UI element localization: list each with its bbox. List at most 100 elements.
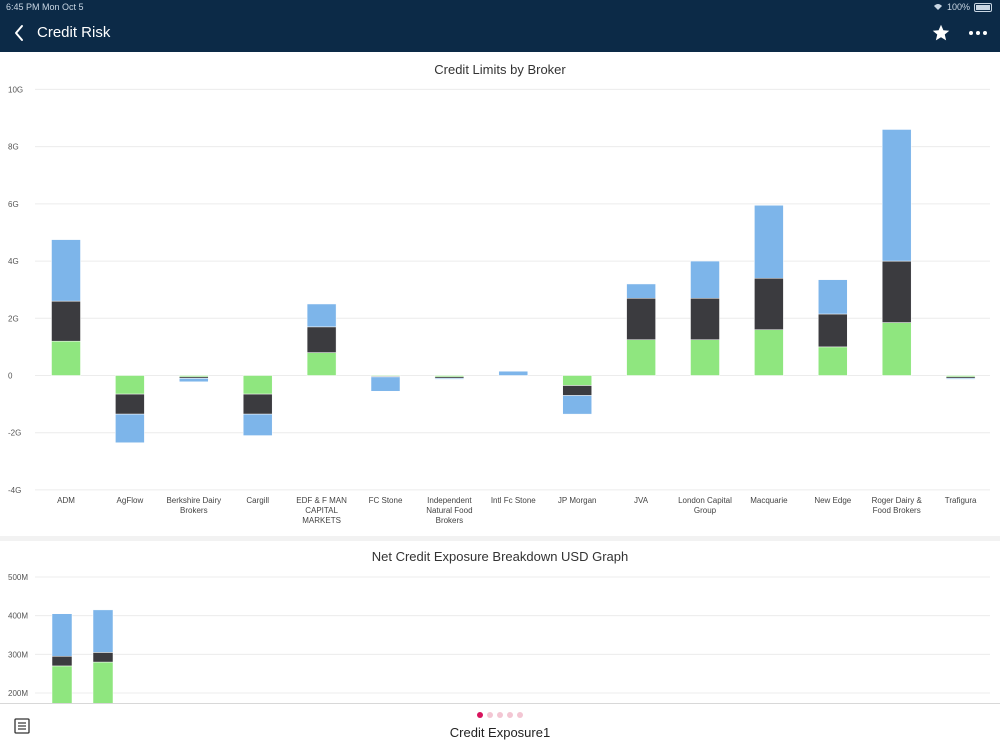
x-tick-label: AgFlow <box>117 496 144 505</box>
x-tick-label: ADM <box>57 496 75 505</box>
x-tick-label: Berkshire Dairy <box>166 496 221 505</box>
page-dot[interactable] <box>487 712 493 718</box>
x-tick-label: Group <box>694 506 717 515</box>
list-button[interactable] <box>14 718 30 734</box>
status-right: 100% <box>933 2 992 12</box>
page-dot[interactable] <box>517 712 523 718</box>
x-tick-label: CAPITAL <box>305 506 338 515</box>
bar-segment[interactable] <box>51 656 73 667</box>
bar-segment[interactable] <box>626 283 656 299</box>
bar-segment[interactable] <box>690 339 720 376</box>
page-label: Credit Exposure1 <box>449 725 551 740</box>
nav-bar: Credit Risk <box>0 14 1000 52</box>
bar-segment[interactable] <box>51 300 81 342</box>
bar-segment[interactable] <box>306 303 337 328</box>
bar-segment[interactable] <box>51 665 73 703</box>
page-dot[interactable] <box>497 712 503 718</box>
bar-segment[interactable] <box>562 385 592 396</box>
bar-segment[interactable] <box>818 346 848 376</box>
battery-icon <box>974 2 992 12</box>
page-title: Credit Risk <box>37 24 111 41</box>
bar-segment[interactable] <box>92 652 114 663</box>
x-tick-label: Food Brokers <box>873 506 921 515</box>
x-tick-label: Brokers <box>180 506 208 515</box>
bar-segment[interactable] <box>562 375 592 386</box>
y-tick-label: -2G <box>8 429 21 438</box>
x-tick-label: Macquarie <box>750 496 788 505</box>
bar-segment[interactable] <box>242 413 273 436</box>
x-tick-label: EDF & F MAN <box>296 496 347 505</box>
x-tick-label: MARKETS <box>302 516 341 525</box>
bar-segment[interactable] <box>881 129 912 262</box>
credit-limits-card: Credit Limits by Broker 10G 8G 6G 4G 2G 0 -2G -… <box>0 52 1000 536</box>
y-tick-label: 200M <box>8 689 28 698</box>
bar-segment[interactable] <box>690 260 720 299</box>
x-tick-label: Intl Fc Stone <box>491 496 536 505</box>
bar-segment[interactable] <box>818 279 848 315</box>
bar-segment[interactable] <box>242 375 273 395</box>
y-tick-label: 10G <box>8 85 23 94</box>
x-tick-label: New Edge <box>814 496 851 505</box>
bar-segment[interactable] <box>626 298 656 340</box>
bar-segment[interactable] <box>434 378 465 380</box>
status-time: 6:45 PM Mon Oct 5 <box>6 2 84 12</box>
bar-segment[interactable] <box>306 352 337 376</box>
wifi-icon <box>933 4 942 10</box>
y-tick-label: 500M <box>8 573 28 582</box>
bar-segment[interactable] <box>306 326 337 353</box>
x-tick-label: JP Morgan <box>558 496 597 505</box>
x-tick-label: FC Stone <box>369 496 403 505</box>
battery-percent: 100% <box>946 2 970 12</box>
chart1-title: Credit Limits by Broker <box>434 62 566 77</box>
net-exposure-card: Net Credit Exposure Breakdown USD Graph … <box>0 541 1000 703</box>
y-tick-label: 2G <box>8 314 19 323</box>
page-indicator <box>0 712 1000 718</box>
bar-segment[interactable] <box>51 239 81 302</box>
net-exposure-chart: 500M 400M 300M 200M <box>8 573 990 703</box>
x-tick-label: Independent <box>427 496 472 505</box>
y-tick-label: -4G <box>8 486 21 495</box>
page-dot[interactable] <box>507 712 513 718</box>
x-tick-label: Brokers <box>436 516 464 525</box>
bar-segment[interactable] <box>754 329 784 376</box>
bar-segment[interactable] <box>626 339 656 376</box>
bar-segment[interactable] <box>115 375 145 395</box>
bar-segment[interactable] <box>754 277 784 330</box>
y-tick-label: 4G <box>8 257 19 266</box>
star-icon <box>932 24 950 41</box>
bar-segment[interactable] <box>92 661 114 703</box>
bar-segment[interactable] <box>242 393 273 415</box>
bar-segment[interactable] <box>945 378 976 380</box>
bar-segment[interactable] <box>881 322 912 376</box>
x-tick-label: Roger Dairy & <box>872 496 923 505</box>
bar-segment[interactable] <box>115 413 145 443</box>
favorite-button[interactable] <box>930 22 952 44</box>
bar-segment[interactable] <box>51 613 73 657</box>
back-button[interactable] <box>8 20 30 46</box>
bar-segment[interactable] <box>179 378 209 383</box>
credit-limits-chart: 10G 8G 6G 4G 2G 0 -2G -4G ADM AgFlow Berkshire Dai… <box>8 85 990 525</box>
bar-segment[interactable] <box>562 395 592 415</box>
y-tick-label: 8G <box>8 143 19 152</box>
bottom-bar: Credit Exposure1 <box>0 703 1000 751</box>
bar-segment[interactable] <box>498 370 529 376</box>
page-dot[interactable] <box>477 712 483 718</box>
more-button[interactable] <box>966 22 990 44</box>
chevron-left-icon <box>15 25 23 41</box>
y-tick-label: 400M <box>8 612 28 621</box>
bar-segment[interactable] <box>818 313 848 348</box>
chart2-title: Net Credit Exposure Breakdown USD Graph <box>371 549 629 564</box>
y-tick-label: 0 <box>8 372 13 381</box>
y-tick-label: 6G <box>8 200 19 209</box>
bar-segment[interactable] <box>754 205 784 279</box>
bar-segment[interactable] <box>690 298 720 340</box>
bar-segment[interactable] <box>115 393 145 415</box>
more-icon <box>969 31 987 35</box>
y-tick-label: 300M <box>8 650 28 659</box>
bar-segment[interactable] <box>92 609 114 653</box>
bar-segment[interactable] <box>370 376 401 392</box>
x-tick-label: Natural Food <box>426 506 472 515</box>
bar-segment[interactable] <box>881 260 912 323</box>
x-tick-label: Cargill <box>246 496 269 505</box>
bar-segment[interactable] <box>51 340 81 376</box>
